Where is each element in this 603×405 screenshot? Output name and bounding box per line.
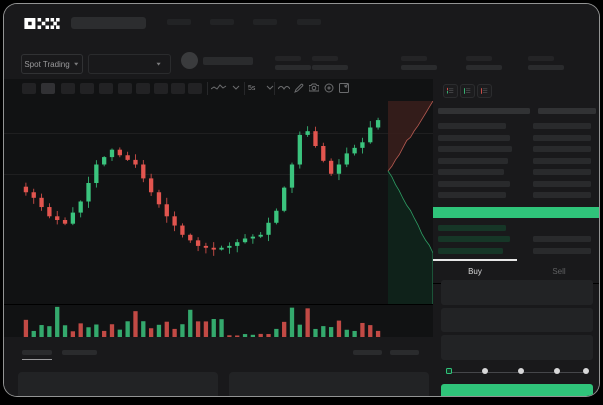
svg-text:5s: 5s [248, 85, 256, 92]
